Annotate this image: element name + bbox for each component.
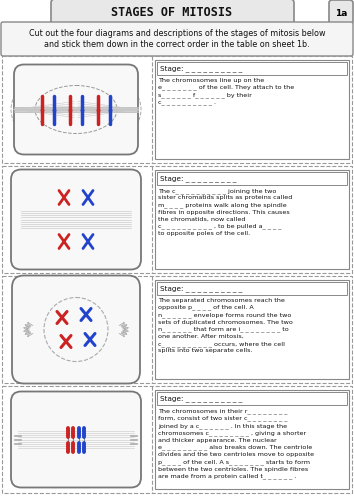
Bar — [157, 282, 347, 295]
FancyBboxPatch shape — [1, 22, 353, 56]
Bar — [2, 56, 352, 163]
Bar — [2, 276, 352, 383]
Text: 1a: 1a — [335, 8, 347, 18]
Bar — [2, 386, 352, 493]
FancyBboxPatch shape — [329, 0, 353, 24]
Text: STAGES OF MITOSIS: STAGES OF MITOSIS — [112, 6, 233, 20]
FancyBboxPatch shape — [14, 64, 138, 154]
Text: The chromosomes line up on the
e_ _ _ _ _ _ _ of the cell. They attach to the
s_: The chromosomes line up on the e_ _ _ _ … — [158, 78, 294, 106]
Text: Cut out the four diagrams and descriptions of the stages of mitosis below
and st: Cut out the four diagrams and descriptio… — [29, 28, 325, 50]
FancyBboxPatch shape — [51, 0, 294, 25]
Text: The chromosomes in their r_ _ _ _ _ _ _ _
form, consist of two sister c_ _ _ _ _: The chromosomes in their r_ _ _ _ _ _ _ … — [158, 408, 314, 479]
Bar — [155, 170, 349, 269]
Bar — [157, 172, 347, 185]
Bar — [157, 62, 347, 75]
Bar — [155, 390, 349, 489]
Bar — [155, 60, 349, 159]
Text: The c_ _ _ _ _ _ _ _ _ _ joining the two
sister chromatids splits as proteins ca: The c_ _ _ _ _ _ _ _ _ _ joining the two… — [158, 188, 292, 236]
Bar — [155, 280, 349, 379]
Bar — [2, 166, 352, 273]
FancyBboxPatch shape — [12, 276, 140, 384]
Text: Stage: _ _ _ _ _ _ _ _ _ _: Stage: _ _ _ _ _ _ _ _ _ _ — [160, 65, 242, 72]
FancyBboxPatch shape — [11, 392, 141, 488]
FancyBboxPatch shape — [11, 170, 141, 270]
Text: Stage: _ _ _ _ _ _ _ _ _ _: Stage: _ _ _ _ _ _ _ _ _ _ — [160, 285, 242, 292]
Text: Stage: _ _ _ _ _ _ _ _ _: Stage: _ _ _ _ _ _ _ _ _ — [160, 175, 236, 182]
Text: The separated chromosomes reach the
opposite p_ _ _ _ of the cell. A
n_ _ _ _ _ : The separated chromosomes reach the oppo… — [158, 298, 293, 354]
Text: Stage: _ _ _ _ _ _ _ _ _ _: Stage: _ _ _ _ _ _ _ _ _ _ — [160, 395, 242, 402]
Bar — [157, 392, 347, 405]
